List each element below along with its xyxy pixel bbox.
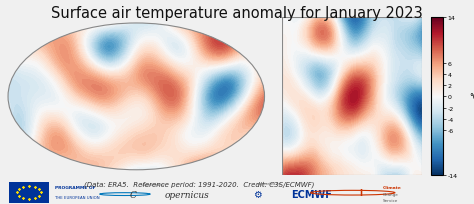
Text: Surface air temperature anomaly for January 2023: Surface air temperature anomaly for Janu… xyxy=(51,6,423,21)
Text: opernicus: opernicus xyxy=(165,190,210,199)
Text: supported by: supported by xyxy=(256,181,280,185)
Point xyxy=(1,174,9,177)
Point xyxy=(1,174,9,177)
Point xyxy=(1,174,9,177)
Point xyxy=(1,174,9,177)
Point xyxy=(1,174,9,177)
Point xyxy=(1,174,9,177)
Text: i: i xyxy=(360,188,363,197)
Point xyxy=(1,174,9,177)
Text: supported by: supported by xyxy=(140,182,164,186)
Point xyxy=(1,174,9,177)
Point xyxy=(1,174,9,177)
Text: THE EUROPEAN UNION: THE EUROPEAN UNION xyxy=(55,195,99,199)
Point xyxy=(1,174,9,177)
Point xyxy=(1,174,9,177)
Point xyxy=(1,174,9,177)
Point xyxy=(1,174,9,177)
Point xyxy=(1,174,9,177)
Point xyxy=(1,174,9,177)
Point xyxy=(1,174,9,177)
Point xyxy=(1,174,9,177)
Point xyxy=(1,174,9,177)
Point xyxy=(1,174,9,177)
Point xyxy=(1,174,9,177)
Point xyxy=(1,174,9,177)
Point xyxy=(1,174,9,177)
Point xyxy=(1,174,9,177)
Text: (Data: ERA5.  Reference period: 1991-2020.  Credit: C3S/ECMWF): (Data: ERA5. Reference period: 1991-2020… xyxy=(84,181,314,187)
Ellipse shape xyxy=(8,24,264,170)
Text: °C: °C xyxy=(469,92,474,101)
Point xyxy=(1,174,9,177)
Point xyxy=(1,174,9,177)
Point xyxy=(1,174,9,177)
Point xyxy=(1,174,9,177)
Point xyxy=(1,174,9,177)
Point xyxy=(1,174,9,177)
Point xyxy=(1,174,9,177)
Point xyxy=(1,174,9,177)
Point xyxy=(1,174,9,177)
Point xyxy=(1,174,9,177)
Point xyxy=(1,174,9,177)
Point xyxy=(1,174,9,177)
Point xyxy=(1,174,9,177)
Point xyxy=(1,174,9,177)
Point xyxy=(1,174,9,177)
Ellipse shape xyxy=(8,24,264,170)
Point xyxy=(1,174,9,177)
Bar xyxy=(9,182,49,203)
Point xyxy=(1,174,9,177)
Text: ⚙: ⚙ xyxy=(254,189,262,199)
Text: ECMWF: ECMWF xyxy=(292,189,332,199)
Point xyxy=(1,174,9,177)
Point xyxy=(1,174,9,177)
Point xyxy=(1,174,9,177)
Point xyxy=(1,174,9,177)
Text: C: C xyxy=(129,190,136,199)
Point xyxy=(1,174,9,177)
Point xyxy=(1,174,9,177)
Point xyxy=(1,174,9,177)
Point xyxy=(1,174,9,177)
Text: Climate: Climate xyxy=(383,185,401,189)
Point xyxy=(1,174,9,177)
Text: PROGRAMME OF: PROGRAMME OF xyxy=(55,185,95,189)
Point xyxy=(1,174,9,177)
Point xyxy=(1,174,9,177)
Point xyxy=(1,174,9,177)
Point xyxy=(1,174,9,177)
Point xyxy=(1,174,9,177)
Text: Service: Service xyxy=(383,198,398,202)
Text: Change: Change xyxy=(383,192,398,196)
